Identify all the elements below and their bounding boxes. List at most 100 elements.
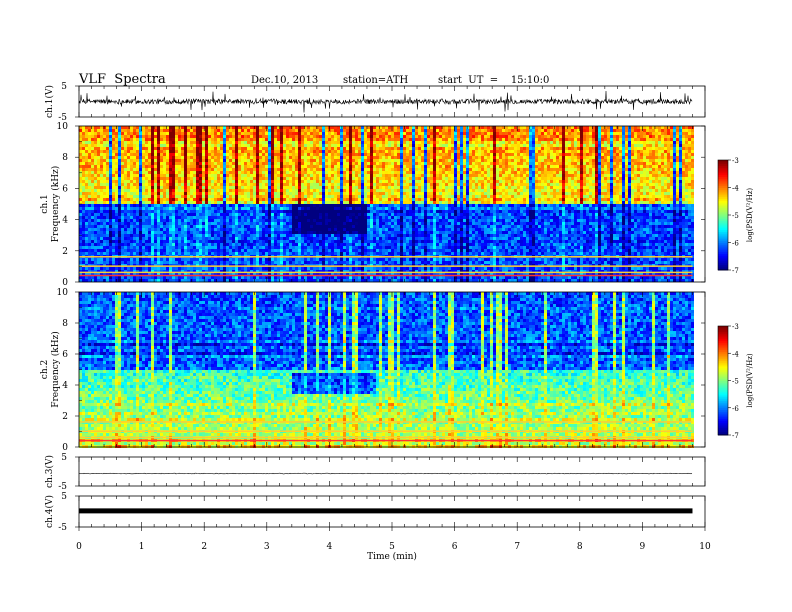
spectrogram-cell	[85, 279, 88, 282]
spectrogram-cell	[304, 246, 307, 249]
spectrogram-cell	[205, 258, 208, 261]
spectrogram-cell	[220, 192, 223, 195]
spectrogram-cell	[322, 132, 325, 135]
spectrogram-cell	[172, 141, 175, 144]
spectrogram-cell	[127, 243, 130, 246]
spectrogram-cell	[97, 222, 100, 225]
spectrogram-cell	[151, 162, 154, 165]
spectrogram-cell	[91, 159, 94, 162]
spectrogram-cell	[274, 258, 277, 261]
spectrogram-cell	[187, 252, 190, 255]
spectrogram-cell	[151, 231, 154, 234]
spectrogram-cell	[145, 198, 148, 201]
spectrogram-cell	[334, 222, 337, 225]
spectrogram-cell	[253, 210, 256, 213]
spectrogram-cell	[103, 168, 106, 171]
spectrogram-cell	[337, 138, 340, 141]
spectrogram-cell	[130, 171, 133, 174]
spectrogram-cell	[154, 201, 157, 204]
spectrogram-cell	[331, 150, 334, 153]
spectrogram-cell	[142, 237, 145, 240]
spectrogram-cell	[277, 147, 280, 150]
spectrogram-cell	[178, 192, 181, 195]
spectrogram-cell	[229, 147, 232, 150]
spectrogram-cell	[280, 249, 283, 252]
spectrogram-cell	[298, 162, 301, 165]
spectrogram-cell	[184, 132, 187, 135]
spectrogram-cell	[178, 183, 181, 186]
spectrogram-cell	[136, 210, 139, 213]
spectrogram-cell	[109, 210, 112, 213]
spectrogram-cell	[184, 219, 187, 222]
spectrogram-cell	[217, 279, 220, 282]
spectrogram-cell	[328, 147, 331, 150]
spectrogram-cell	[247, 219, 250, 222]
spectrogram-cell	[232, 228, 235, 231]
spectrogram-cell	[220, 225, 223, 228]
spectrogram-cell	[85, 219, 88, 222]
spectrogram-cell	[175, 162, 178, 165]
spectrogram-cell	[166, 222, 169, 225]
spectrogram-cell	[166, 267, 169, 270]
spectrogram-cell	[157, 126, 160, 129]
spectrogram-cell	[172, 147, 175, 150]
spectrogram-cell	[151, 192, 154, 195]
spectrogram-cell	[118, 144, 121, 147]
spectrogram-cell	[217, 135, 220, 138]
spectrogram-cell	[202, 129, 205, 132]
spectrogram-cell	[283, 243, 286, 246]
spectrogram-cell	[292, 147, 295, 150]
spectrogram-cell	[325, 165, 328, 168]
spectrogram-cell	[244, 279, 247, 282]
spectrogram-cell	[109, 261, 112, 264]
spectrogram-cell	[148, 165, 151, 168]
spectrogram-cell	[280, 228, 283, 231]
spectrogram-cell	[343, 159, 346, 162]
spectrogram-cell	[319, 252, 322, 255]
spectrogram-cell	[175, 141, 178, 144]
spectrogram-cell	[157, 171, 160, 174]
spectrogram-cell	[100, 162, 103, 165]
spectrogram-cell	[256, 222, 259, 225]
spectrogram-cell	[181, 276, 184, 279]
spectrogram-cell	[331, 144, 334, 147]
spectrogram-cell	[316, 153, 319, 156]
spectrogram-cell	[79, 195, 82, 198]
spectrogram-cell	[262, 183, 265, 186]
spectrogram-cell	[133, 279, 136, 282]
spectrogram-cell	[148, 126, 151, 129]
spectrogram-cell	[91, 183, 94, 186]
spectrogram-cell	[94, 204, 97, 207]
spectrogram-cell	[175, 225, 178, 228]
spectrogram-cell	[274, 219, 277, 222]
spectrogram-cell	[121, 189, 124, 192]
spectrogram-cell	[124, 171, 127, 174]
spectrogram-cell	[91, 261, 94, 264]
spectrogram-cell	[301, 231, 304, 234]
spectrogram-cell	[112, 243, 115, 246]
spectrogram-cell	[85, 129, 88, 132]
spectrogram-cell	[292, 192, 295, 195]
spectrogram-cell	[232, 231, 235, 234]
spectrogram-cell	[283, 129, 286, 132]
spectrogram-cell	[307, 189, 310, 192]
spectrogram-cell	[154, 276, 157, 279]
spectrogram-cell	[154, 204, 157, 207]
spectrogram-cell	[340, 201, 343, 204]
spectrogram-cell	[337, 183, 340, 186]
spectrogram-cell	[124, 216, 127, 219]
spectrogram-cell	[211, 267, 214, 270]
spectrogram-cell	[289, 174, 292, 177]
spectrogram-cell	[259, 150, 262, 153]
spectrogram-cell	[103, 216, 106, 219]
spectrogram-cell	[187, 192, 190, 195]
spectrogram-cell	[313, 243, 316, 246]
spectrogram-cell	[259, 159, 262, 162]
spectrogram-cell	[157, 177, 160, 180]
spectrogram-cell	[85, 213, 88, 216]
spectrogram-cell	[283, 237, 286, 240]
spectrogram-cell	[319, 228, 322, 231]
spectrogram-cell	[166, 234, 169, 237]
spectrogram-cell	[244, 138, 247, 141]
spectrogram-cell	[253, 156, 256, 159]
